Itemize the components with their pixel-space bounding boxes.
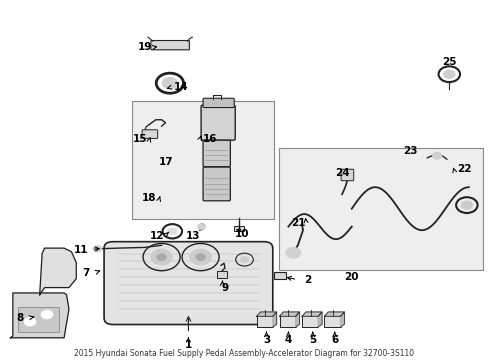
Circle shape	[431, 152, 441, 159]
Polygon shape	[340, 312, 344, 327]
Polygon shape	[295, 312, 299, 327]
Polygon shape	[324, 312, 344, 316]
Text: 12: 12	[149, 231, 163, 240]
Circle shape	[285, 247, 300, 258]
Text: 18: 18	[142, 193, 156, 203]
Bar	[279, 316, 295, 327]
Bar	[233, 226, 243, 231]
Text: 16: 16	[203, 134, 217, 144]
Text: 13: 13	[185, 231, 200, 240]
Text: 11: 11	[74, 245, 88, 255]
Circle shape	[240, 256, 248, 263]
Bar	[256, 316, 272, 327]
Circle shape	[195, 253, 205, 261]
Polygon shape	[302, 312, 322, 316]
Bar	[273, 272, 285, 279]
Bar	[18, 307, 59, 332]
Text: 7: 7	[82, 268, 89, 278]
Circle shape	[157, 253, 166, 261]
Text: 21: 21	[290, 218, 305, 228]
Polygon shape	[279, 312, 299, 316]
FancyBboxPatch shape	[340, 169, 353, 181]
Circle shape	[443, 70, 454, 78]
Circle shape	[167, 228, 177, 235]
Circle shape	[189, 249, 211, 265]
Text: 24: 24	[334, 168, 348, 178]
FancyBboxPatch shape	[151, 41, 189, 50]
Polygon shape	[40, 248, 76, 295]
Text: 10: 10	[234, 229, 249, 239]
Text: 15: 15	[132, 134, 146, 144]
FancyBboxPatch shape	[203, 140, 230, 167]
Text: 19: 19	[137, 42, 151, 52]
Text: 17: 17	[159, 157, 173, 167]
Text: 1: 1	[184, 340, 192, 350]
FancyBboxPatch shape	[104, 242, 272, 324]
FancyBboxPatch shape	[203, 98, 234, 108]
Text: 9: 9	[221, 283, 228, 293]
Circle shape	[151, 249, 172, 265]
Bar	[132, 101, 273, 220]
Text: 20: 20	[344, 272, 358, 282]
Text: 2: 2	[304, 275, 311, 285]
Text: 6: 6	[330, 334, 338, 345]
Circle shape	[460, 201, 472, 210]
Polygon shape	[256, 312, 276, 316]
FancyBboxPatch shape	[201, 105, 235, 140]
FancyBboxPatch shape	[203, 167, 230, 201]
Circle shape	[93, 246, 102, 252]
Polygon shape	[318, 312, 322, 327]
Text: 5: 5	[308, 334, 316, 345]
Text: 8: 8	[17, 313, 24, 323]
Text: 4: 4	[284, 334, 291, 345]
FancyBboxPatch shape	[142, 130, 158, 138]
Text: 14: 14	[173, 82, 188, 92]
Text: 25: 25	[441, 57, 456, 67]
Circle shape	[197, 224, 205, 229]
Polygon shape	[272, 312, 276, 327]
Text: 22: 22	[456, 164, 470, 174]
Bar	[216, 271, 227, 278]
Bar	[302, 316, 318, 327]
Circle shape	[41, 310, 53, 319]
Text: 2015 Hyundai Sonata Fuel Supply Pedal Assembly-Accelerator Diagram for 32700-3S1: 2015 Hyundai Sonata Fuel Supply Pedal As…	[74, 349, 414, 358]
Bar	[278, 148, 483, 270]
Text: 3: 3	[262, 334, 269, 345]
Bar	[324, 316, 340, 327]
Circle shape	[162, 77, 177, 89]
Polygon shape	[10, 293, 69, 338]
Circle shape	[24, 318, 36, 326]
Text: 23: 23	[402, 146, 417, 156]
